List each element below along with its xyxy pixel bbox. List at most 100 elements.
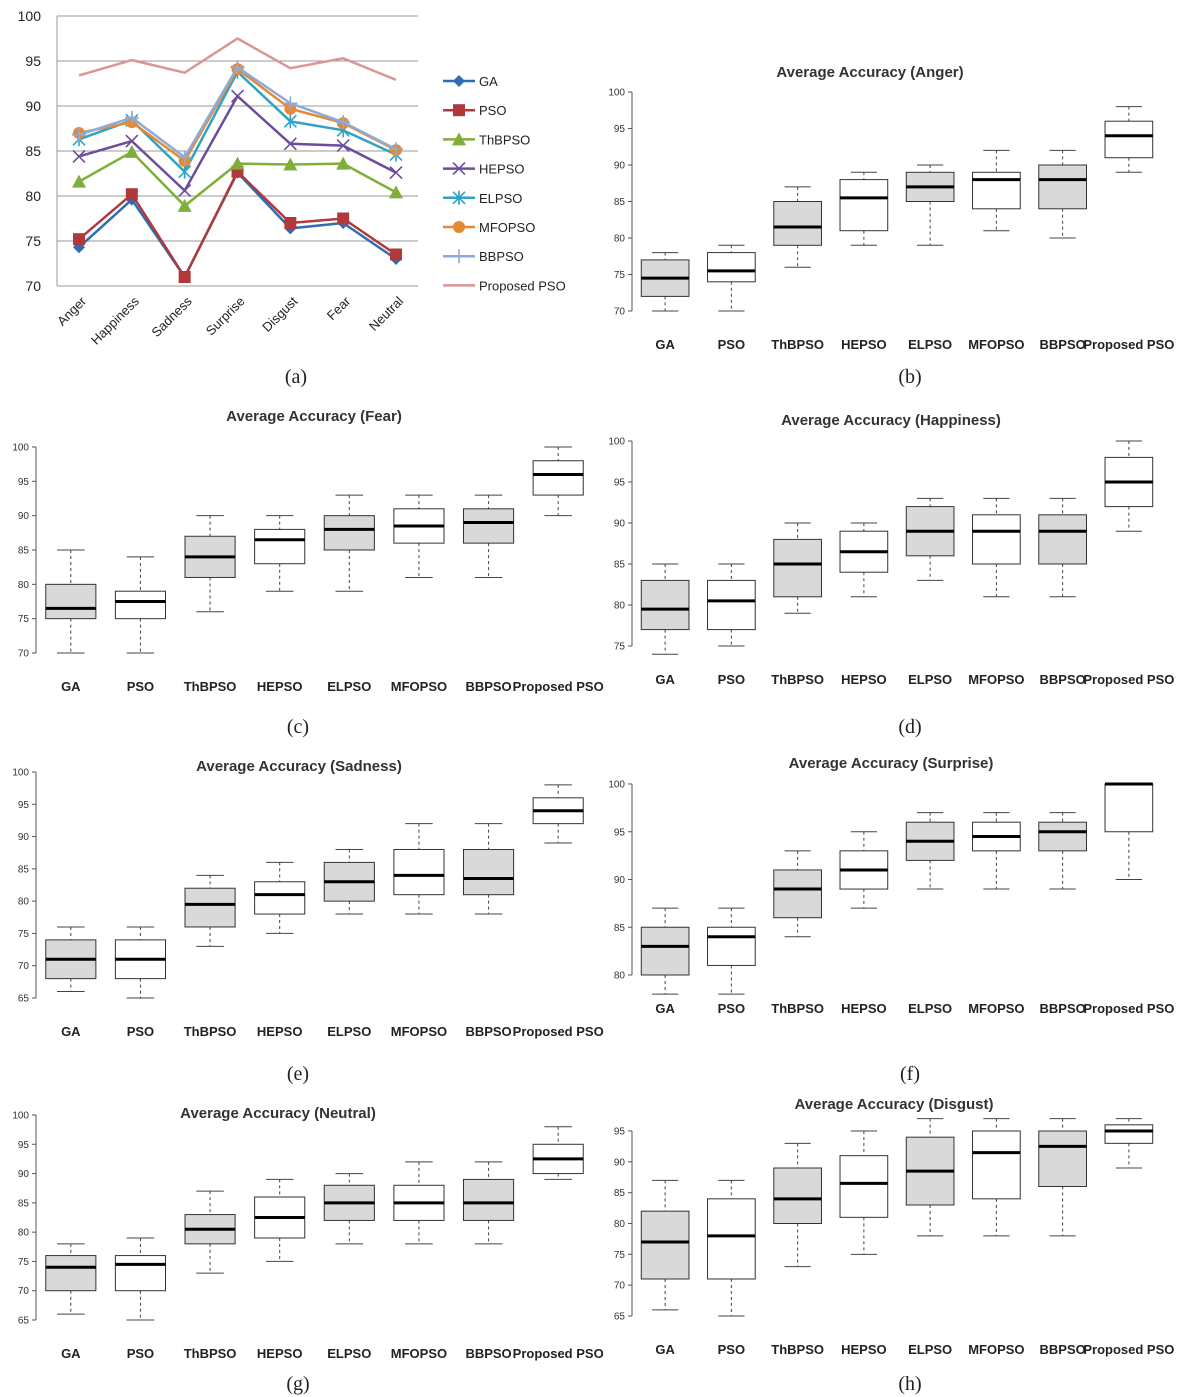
- box-thbpso: [184, 874, 236, 947]
- y-tick-label: 80: [18, 1228, 30, 1239]
- marker-square: [73, 233, 85, 246]
- iqr-box: [1104, 1124, 1154, 1144]
- box-pso: [707, 563, 756, 647]
- marker-plus: [452, 249, 466, 264]
- x-tick-label: GA: [655, 1342, 675, 1357]
- y-tick-label: 95: [18, 800, 30, 811]
- iqr-box: [773, 538, 822, 598]
- x-tick-label: GA: [61, 679, 81, 694]
- y-tick-label: 95: [25, 53, 41, 69]
- x-tick-label: BBPSO: [465, 1346, 511, 1361]
- y-tick-label: 75: [614, 270, 626, 281]
- x-tick-label: PSO: [127, 1024, 154, 1039]
- box-proposed-pso: [532, 784, 584, 844]
- chart-title: Average Accuracy (Neutral): [180, 1105, 376, 1122]
- iqr-box: [707, 579, 756, 631]
- box-thbpso: [184, 1190, 236, 1274]
- y-tick-label: 75: [614, 1250, 626, 1261]
- iqr-box: [773, 201, 822, 246]
- box-proposed-pso: [1104, 106, 1154, 173]
- box-thbpso: [773, 522, 822, 614]
- box-bbpso: [1038, 812, 1087, 890]
- x-tick-label: ELPSO: [908, 1342, 952, 1357]
- y-tick-label: 100: [12, 1111, 29, 1122]
- legend-label: BBPSO: [479, 249, 524, 264]
- marker-triangle: [124, 144, 139, 158]
- marker-x: [283, 137, 297, 151]
- panel-c: 70 75 80 85 90 95 100 Average Accuracy (Fear) GA…: [12, 408, 603, 738]
- marker-square: [125, 188, 138, 201]
- marker-plus: [230, 60, 245, 75]
- x-tick-label: ELPSO: [327, 1024, 371, 1039]
- chart-title: Average Accuracy (Fear): [226, 408, 402, 425]
- x-tick-label: Proposed PSO: [1083, 1001, 1174, 1016]
- x-tick-label: ThBPSO: [184, 1346, 237, 1361]
- x-tick-label: ThBPSO: [771, 1342, 824, 1357]
- iqr-box: [393, 848, 445, 896]
- box-elpso: [905, 1118, 955, 1237]
- x-tick-label: BBPSO: [1040, 672, 1086, 687]
- y-tick-label: 85: [18, 1198, 30, 1209]
- x-tick-label: HEPSO: [257, 1024, 303, 1039]
- y-tick-label: 65: [18, 1316, 30, 1327]
- box-pso: [114, 556, 167, 654]
- y-tick-label: 95: [614, 124, 626, 135]
- iqr-box: [707, 926, 756, 966]
- marker-plus: [336, 115, 351, 130]
- legend-entry: ThBPSO: [443, 132, 530, 147]
- box-hepso: [839, 1130, 889, 1255]
- iqr-box: [839, 1155, 889, 1218]
- x-tick-label: MFOPSO: [391, 679, 447, 694]
- x-tick-label: Proposed PSO: [1083, 1342, 1174, 1357]
- legend-entry: HEPSO: [443, 162, 525, 177]
- x-tick-label: GA: [61, 1024, 81, 1039]
- y-tick-label: 100: [608, 88, 625, 99]
- box-mfopso: [393, 1161, 445, 1245]
- x-tick-label: Proposed PSO: [1083, 337, 1174, 352]
- chart-title: Average Accuracy (Disgust): [795, 1096, 994, 1113]
- panel-label: (a): [285, 366, 307, 388]
- iqr-box: [462, 848, 515, 896]
- box-pso: [707, 244, 756, 312]
- x-tick-label: PSO: [718, 672, 745, 687]
- legend-entry: Proposed PSO: [443, 278, 566, 293]
- y-tick-label: 80: [18, 897, 30, 908]
- marker-triangle: [336, 156, 351, 170]
- chart-title: Average Accuracy (Surprise): [789, 755, 994, 772]
- x-tick-label: HEPSO: [841, 337, 887, 352]
- box-ga: [45, 549, 97, 654]
- x-tick-label: MFOPSO: [968, 1001, 1024, 1016]
- x-tick-label: ThBPSO: [184, 1024, 237, 1039]
- box-mfopso: [972, 812, 1021, 890]
- x-tick-label: BBPSO: [1040, 1342, 1086, 1357]
- box-hepso: [254, 515, 306, 592]
- y-tick-label: 95: [614, 1127, 626, 1138]
- box-thbpso: [773, 1142, 822, 1268]
- panel-label: (f): [900, 1063, 920, 1085]
- x-tick-label: Happiness: [88, 293, 142, 347]
- marker-star: [178, 164, 192, 179]
- box-proposed-pso: [1104, 782, 1154, 880]
- legend-entry: MFOPSO: [443, 220, 535, 235]
- chart-title: Average Accuracy (Anger): [776, 64, 963, 81]
- x-tick-label: GA: [655, 1001, 675, 1016]
- marker-diamond: [453, 75, 465, 87]
- marker-triangle: [283, 157, 298, 171]
- y-tick-label: 80: [614, 234, 626, 245]
- legend-label: GA: [479, 74, 498, 89]
- x-tick-label: ThBPSO: [184, 679, 237, 694]
- marker-square: [178, 271, 191, 283]
- box-pso: [707, 907, 756, 995]
- panel-label: (b): [898, 366, 921, 388]
- box-elpso: [905, 812, 955, 890]
- y-tick-label: 75: [18, 614, 30, 625]
- legend-label: MFOPSO: [479, 220, 535, 235]
- x-tick-label: PSO: [718, 1001, 745, 1016]
- marker-x: [125, 134, 139, 148]
- iqr-box: [839, 179, 889, 232]
- x-tick-label: Sadness: [148, 293, 195, 340]
- box-hepso: [839, 171, 889, 246]
- chart-title: Average Accuracy (Sadness): [196, 758, 402, 775]
- x-tick-label: ThBPSO: [771, 672, 824, 687]
